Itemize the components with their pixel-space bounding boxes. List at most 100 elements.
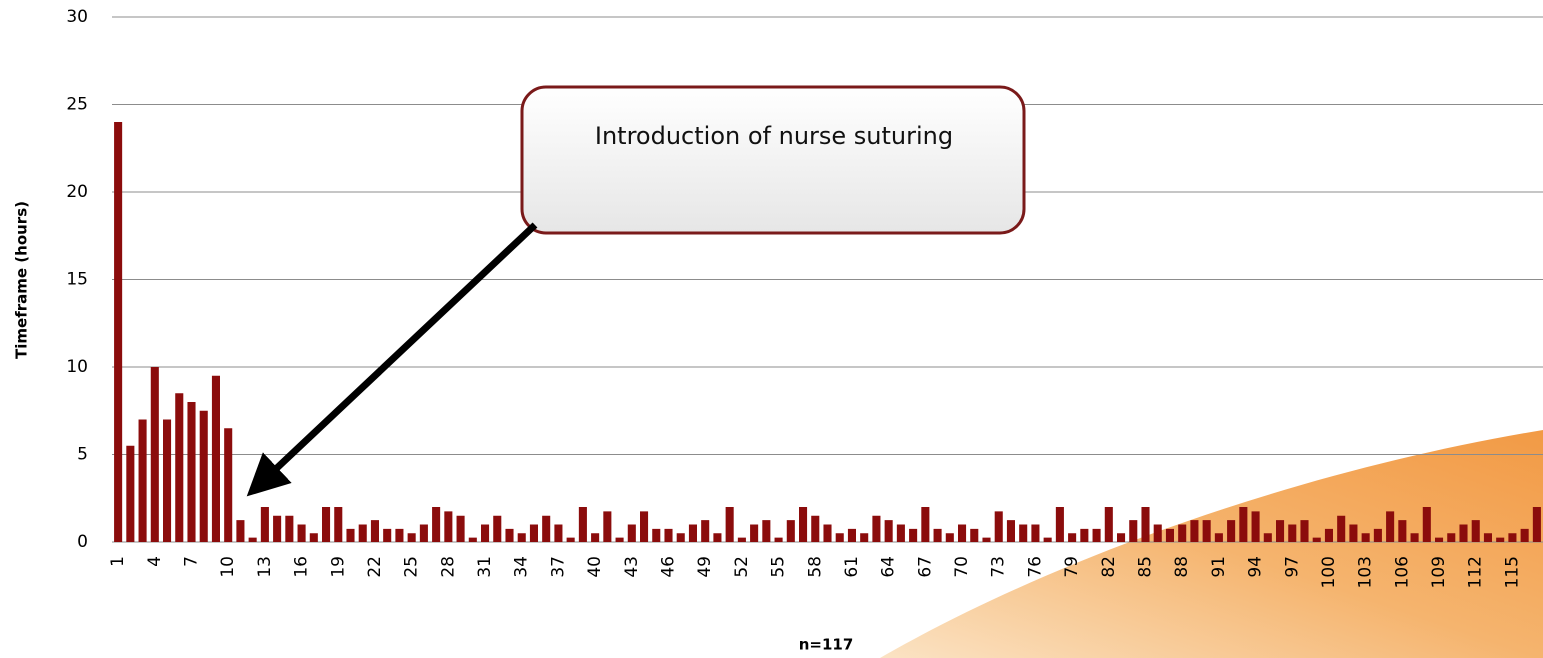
x-tick-label: 19 bbox=[328, 556, 348, 578]
x-tick-label: 106 bbox=[1392, 556, 1412, 588]
bar bbox=[1435, 538, 1443, 542]
x-tick-label: 76 bbox=[1025, 556, 1045, 578]
bar bbox=[958, 525, 966, 543]
y-tick-label: 30 bbox=[66, 7, 88, 27]
bar bbox=[1264, 533, 1272, 542]
x-tick-label: 109 bbox=[1429, 556, 1449, 588]
bar bbox=[1459, 525, 1467, 543]
bar bbox=[787, 520, 795, 542]
x-tick-label: 46 bbox=[659, 556, 679, 578]
y-tick-label: 15 bbox=[66, 270, 88, 290]
bar bbox=[811, 516, 819, 542]
bar bbox=[726, 507, 734, 542]
x-tick-label: 13 bbox=[255, 556, 275, 578]
x-tick-label: 55 bbox=[769, 556, 789, 578]
bar bbox=[616, 538, 624, 542]
bar bbox=[750, 525, 758, 543]
bar bbox=[1276, 520, 1284, 542]
bar bbox=[395, 529, 403, 542]
bar bbox=[236, 520, 244, 542]
bar bbox=[1386, 511, 1394, 542]
x-tick-label: 52 bbox=[732, 556, 752, 578]
x-tick-label: 73 bbox=[989, 556, 1009, 578]
bar bbox=[872, 516, 880, 542]
bar bbox=[1141, 507, 1149, 542]
x-tick-label: 103 bbox=[1356, 556, 1376, 588]
bar bbox=[1496, 538, 1504, 542]
bar bbox=[554, 525, 562, 543]
bar bbox=[762, 520, 770, 542]
x-tick-label: 40 bbox=[585, 556, 605, 578]
bar bbox=[212, 376, 220, 542]
bar bbox=[1093, 529, 1101, 542]
bar bbox=[995, 511, 1003, 542]
bar bbox=[298, 525, 306, 543]
chart: Timeframe (hours) n=117 0510152025301471… bbox=[0, 0, 1543, 658]
bar bbox=[310, 533, 318, 542]
bar bbox=[175, 393, 183, 542]
bar bbox=[713, 533, 721, 542]
x-tick-label: 25 bbox=[402, 556, 422, 578]
bar bbox=[567, 538, 575, 542]
bar bbox=[1215, 533, 1223, 542]
bar bbox=[640, 511, 648, 542]
bar bbox=[1007, 520, 1015, 542]
bar bbox=[481, 525, 489, 543]
x-tick-label: 43 bbox=[622, 556, 642, 578]
x-tick-label: 4 bbox=[145, 556, 165, 567]
x-tick-label: 28 bbox=[438, 556, 458, 578]
bar bbox=[224, 428, 232, 542]
bar bbox=[273, 516, 281, 542]
bar bbox=[285, 516, 293, 542]
bar bbox=[1056, 507, 1064, 542]
bar bbox=[1337, 516, 1345, 542]
bar bbox=[897, 525, 905, 543]
bar bbox=[1374, 529, 1382, 542]
bar bbox=[1313, 538, 1321, 542]
y-tick-label: 20 bbox=[66, 182, 88, 202]
bar bbox=[200, 411, 208, 542]
bar bbox=[432, 507, 440, 542]
bar bbox=[383, 529, 391, 542]
bar bbox=[1154, 525, 1162, 543]
bar bbox=[1019, 525, 1027, 543]
bar bbox=[1349, 525, 1357, 543]
x-tick-label: 16 bbox=[292, 556, 312, 578]
bar bbox=[493, 516, 501, 542]
bar bbox=[946, 533, 954, 542]
bar bbox=[1129, 520, 1137, 542]
x-tick-label: 49 bbox=[695, 556, 715, 578]
bar bbox=[1362, 533, 1370, 542]
bar bbox=[1031, 525, 1039, 543]
bar bbox=[1227, 520, 1235, 542]
bar bbox=[530, 525, 538, 543]
bar bbox=[420, 525, 428, 543]
x-tick-label: 88 bbox=[1172, 556, 1192, 578]
x-tick-label: 67 bbox=[915, 556, 935, 578]
annotation-arrow bbox=[262, 225, 535, 482]
annotation: Introduction of nurse suturing bbox=[540, 118, 1008, 154]
x-tick-label: 100 bbox=[1319, 556, 1339, 588]
bar bbox=[1190, 520, 1198, 542]
bar bbox=[1044, 538, 1052, 542]
bar bbox=[664, 529, 672, 542]
bar bbox=[1533, 507, 1541, 542]
bar bbox=[1300, 520, 1308, 542]
bar bbox=[1252, 511, 1260, 542]
x-tick-label: 37 bbox=[548, 556, 568, 578]
bar bbox=[261, 507, 269, 542]
bar bbox=[518, 533, 526, 542]
bar bbox=[1068, 533, 1076, 542]
x-tick-label: 94 bbox=[1246, 556, 1266, 578]
background-swoosh bbox=[880, 430, 1543, 658]
bar bbox=[163, 420, 171, 543]
x-tick-label: 91 bbox=[1209, 556, 1229, 578]
bar bbox=[151, 367, 159, 542]
bar bbox=[934, 529, 942, 542]
x-tick-label: 85 bbox=[1136, 556, 1156, 578]
bar bbox=[677, 533, 685, 542]
bar bbox=[738, 538, 746, 542]
bar bbox=[603, 511, 611, 542]
y-tick-label: 0 bbox=[77, 532, 88, 552]
bar bbox=[689, 525, 697, 543]
